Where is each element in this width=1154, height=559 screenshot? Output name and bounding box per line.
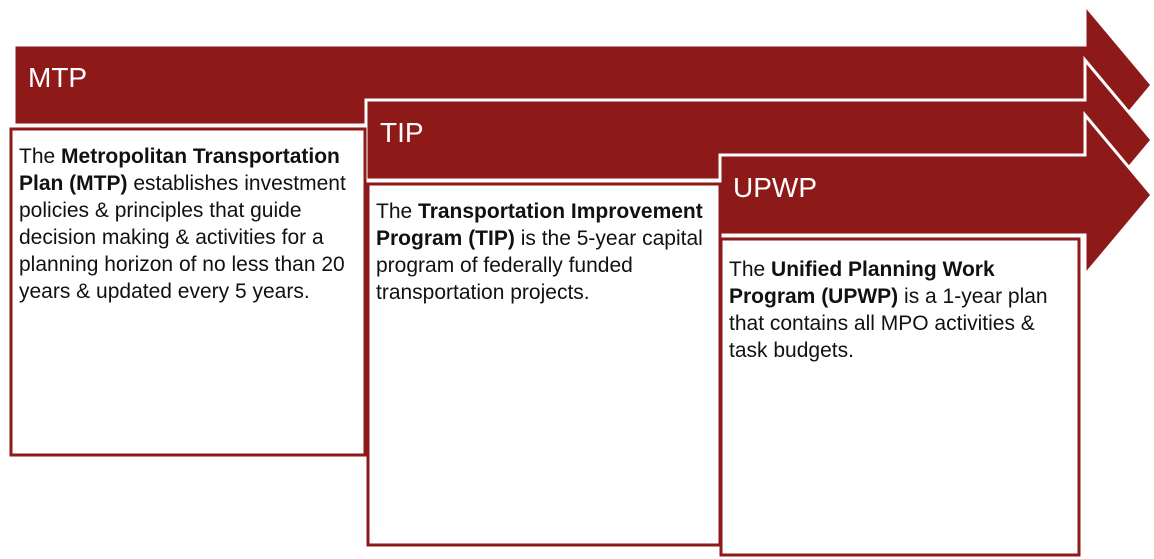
text: The xyxy=(376,200,419,223)
stage-description: The Metropolitan Transportation Plan (MT… xyxy=(13,143,365,305)
stage-description: The Unified Planning Work Program (UPWP)… xyxy=(723,256,1081,364)
term: Transportation Improvement Program (TIP) xyxy=(376,200,703,250)
term: Unified Planning Work Program (UPWP) xyxy=(729,258,995,308)
text: is the 5-year capital program of federal… xyxy=(376,227,703,304)
text: is a 1-year plan that contains all MPO a… xyxy=(729,285,1048,362)
stage-label: UPWP xyxy=(733,172,817,203)
text: establishes investment policies & princi… xyxy=(19,172,346,303)
box-mtp xyxy=(9,127,367,457)
term: Metropolitan Transportation Plan (MTP) xyxy=(19,145,340,195)
text: The xyxy=(729,258,772,281)
box-upwp xyxy=(719,237,1081,557)
arrow-upwp xyxy=(718,110,1154,280)
text: The xyxy=(19,145,62,168)
box-tip xyxy=(366,182,722,547)
stage-description: The Transportation Improvement Program (… xyxy=(370,198,720,306)
stage-label: TIP xyxy=(380,117,424,148)
stage-label: MTP xyxy=(28,62,88,93)
